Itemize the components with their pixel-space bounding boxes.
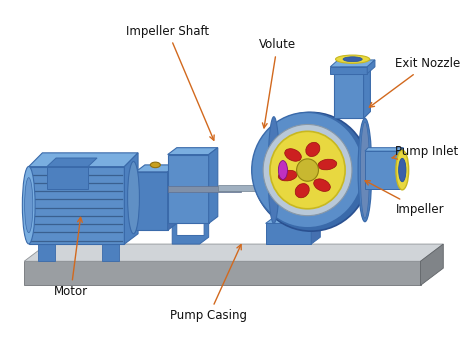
Polygon shape bbox=[265, 217, 320, 223]
Ellipse shape bbox=[399, 158, 406, 182]
Polygon shape bbox=[311, 217, 320, 244]
Ellipse shape bbox=[396, 150, 409, 190]
Polygon shape bbox=[172, 222, 209, 244]
Polygon shape bbox=[367, 60, 375, 74]
Text: Pump Casing: Pump Casing bbox=[170, 245, 247, 322]
Ellipse shape bbox=[306, 142, 320, 156]
Text: Volute: Volute bbox=[259, 38, 296, 128]
Polygon shape bbox=[365, 151, 400, 189]
Polygon shape bbox=[168, 165, 177, 230]
Ellipse shape bbox=[285, 149, 301, 161]
Ellipse shape bbox=[25, 178, 33, 233]
Text: Motor: Motor bbox=[54, 217, 88, 298]
Ellipse shape bbox=[128, 161, 139, 234]
Ellipse shape bbox=[360, 122, 370, 218]
Polygon shape bbox=[29, 153, 138, 167]
Polygon shape bbox=[136, 172, 168, 230]
Polygon shape bbox=[168, 148, 218, 154]
Polygon shape bbox=[47, 167, 88, 189]
Polygon shape bbox=[330, 67, 367, 74]
Ellipse shape bbox=[318, 159, 337, 170]
Polygon shape bbox=[265, 223, 311, 244]
Ellipse shape bbox=[297, 159, 319, 181]
Polygon shape bbox=[400, 148, 403, 189]
Ellipse shape bbox=[22, 167, 35, 244]
Text: Pump Inlet: Pump Inlet bbox=[392, 145, 459, 159]
Polygon shape bbox=[38, 236, 62, 242]
Ellipse shape bbox=[343, 57, 362, 62]
Polygon shape bbox=[364, 67, 370, 118]
Polygon shape bbox=[365, 148, 403, 151]
Polygon shape bbox=[334, 67, 370, 74]
Polygon shape bbox=[124, 153, 138, 244]
Polygon shape bbox=[101, 236, 126, 242]
Polygon shape bbox=[29, 167, 124, 244]
Polygon shape bbox=[330, 60, 375, 67]
Polygon shape bbox=[420, 244, 443, 285]
Polygon shape bbox=[38, 242, 55, 261]
Text: Exit Nozzle: Exit Nozzle bbox=[369, 57, 461, 107]
Ellipse shape bbox=[268, 117, 280, 223]
Ellipse shape bbox=[358, 118, 372, 222]
Bar bbox=[218, 185, 275, 192]
Bar bbox=[168, 186, 241, 193]
Text: Impeller Shaft: Impeller Shaft bbox=[126, 25, 214, 140]
Polygon shape bbox=[101, 242, 119, 261]
Ellipse shape bbox=[252, 112, 364, 228]
Polygon shape bbox=[24, 244, 443, 261]
Polygon shape bbox=[168, 154, 209, 223]
Ellipse shape bbox=[263, 125, 352, 216]
Polygon shape bbox=[334, 74, 364, 118]
Ellipse shape bbox=[150, 162, 160, 168]
Polygon shape bbox=[136, 165, 177, 172]
Polygon shape bbox=[209, 148, 218, 223]
Ellipse shape bbox=[314, 179, 330, 192]
Polygon shape bbox=[47, 158, 97, 167]
Text: Impeller: Impeller bbox=[365, 181, 444, 216]
Polygon shape bbox=[24, 261, 420, 285]
Ellipse shape bbox=[253, 112, 369, 231]
Ellipse shape bbox=[278, 161, 288, 179]
Ellipse shape bbox=[278, 170, 297, 181]
Ellipse shape bbox=[336, 55, 370, 64]
Ellipse shape bbox=[295, 184, 309, 198]
Ellipse shape bbox=[270, 131, 345, 209]
